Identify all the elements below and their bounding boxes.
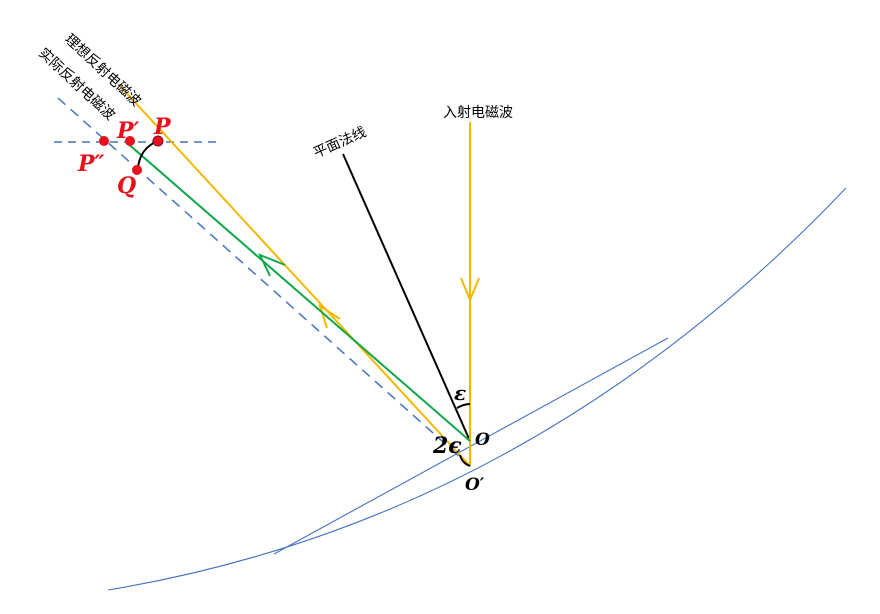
- point-p-prime-label: P′: [116, 118, 140, 144]
- ideal-reflected-arrow: [318, 303, 341, 329]
- actual-reflected-ray: [125, 141, 471, 442]
- point-p-prime-marker: [125, 136, 135, 146]
- incident-label: 入射电磁波: [443, 105, 513, 121]
- reflector-curve: [107, 187, 847, 591]
- point-o-label: O: [475, 430, 490, 450]
- epsilon-angle-arc: [456, 403, 471, 409]
- plane-normal-label: 平面法线: [311, 124, 369, 161]
- point-q-marker: [132, 165, 142, 175]
- two-epsilon-label: 2ϵ: [432, 433, 462, 459]
- incident-arrow: [460, 277, 480, 303]
- point-p-double-prime-marker: [99, 136, 109, 146]
- point-q-label: Q: [117, 173, 136, 199]
- point-o-prime-label: O′: [465, 475, 485, 495]
- dashed-actual-path-line: [57, 97, 471, 467]
- point-p-label: P: [153, 114, 172, 140]
- point-p-double-prime-label: P″: [77, 151, 105, 177]
- plane-normal-line: [342, 153, 471, 442]
- epsilon-label: ε: [454, 381, 466, 405]
- point-p-marker: [152, 135, 164, 147]
- ideal-reflected-ray: [119, 85, 471, 467]
- two-epsilon-angle-arc: [459, 454, 471, 467]
- actual-reflected-arrow: [257, 253, 286, 277]
